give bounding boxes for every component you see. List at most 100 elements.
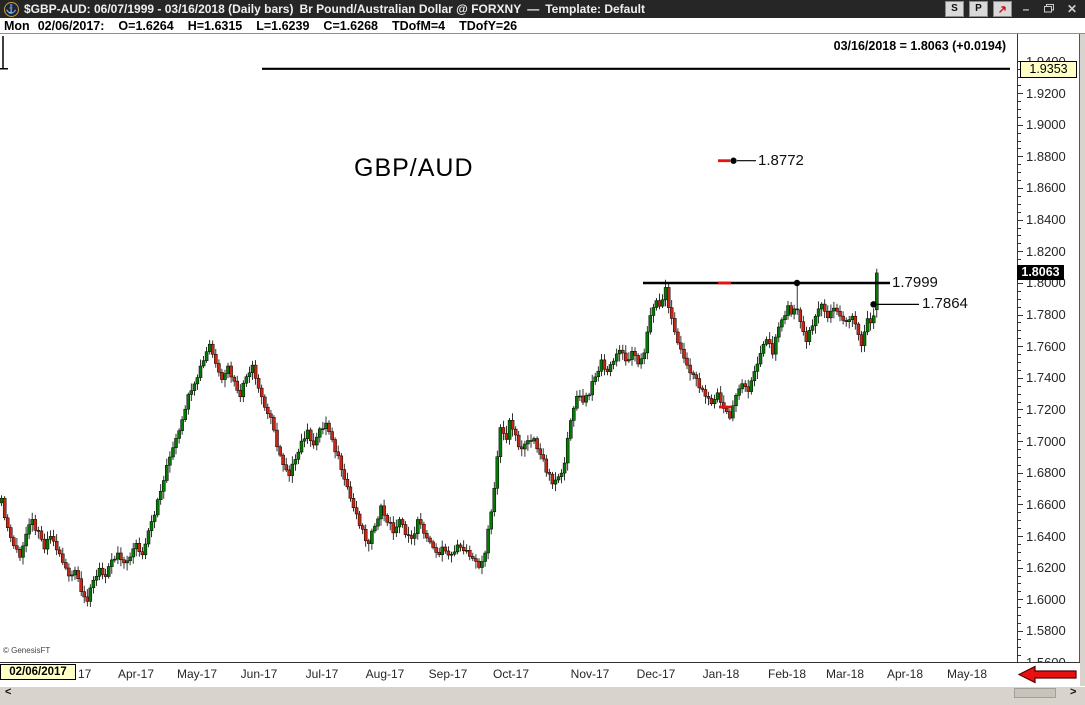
title-bar[interactable]: ⚓ $GBP-AUD: 06/07/1999 - 03/16/2018 (Dai…: [0, 0, 1085, 18]
candle-body: [183, 408, 187, 420]
candle-body: [428, 537, 432, 543]
scroll-left-button[interactable]: <: [5, 686, 12, 698]
candle-body: [458, 544, 463, 548]
highlighted-level-box[interactable]: 1.9353: [1020, 61, 1077, 78]
candle-body: [0, 497, 4, 504]
price-minor-tick: [1017, 180, 1021, 181]
sell-button[interactable]: S: [945, 1, 964, 17]
candle-body: [663, 287, 668, 301]
candle-body: [523, 443, 527, 450]
scrollbar-thumb[interactable]: [1014, 688, 1056, 698]
candle-body: [284, 464, 288, 471]
candle-body: [305, 429, 310, 439]
candle-body: [165, 465, 169, 481]
price-major-tick: [1017, 314, 1023, 316]
candle-body: [468, 550, 472, 557]
price-axis-label: 1.5800: [1026, 623, 1066, 639]
candle-body: [550, 473, 555, 485]
price-major-tick: [1017, 504, 1023, 506]
candle-body: [385, 514, 389, 523]
candle-body: [210, 343, 215, 355]
candle-body: [376, 518, 380, 527]
start-date-box: 02/06/2017: [0, 664, 76, 680]
candle-body: [804, 331, 809, 342]
minimize-button[interactable]: –: [1022, 2, 1030, 16]
level-label-1-7999[interactable]: 1.7999: [892, 274, 938, 291]
candle-body: [330, 431, 334, 440]
candle-body: [679, 342, 683, 350]
price-axis-label: 1.7000: [1026, 433, 1066, 449]
horizontal-scrollbar[interactable]: < >: [0, 686, 1085, 699]
candle-body: [373, 525, 377, 532]
price-major-tick: [1017, 599, 1023, 601]
price-dot-marker[interactable]: [730, 157, 737, 164]
candlestick-plot[interactable]: [0, 34, 1017, 662]
restore-button[interactable]: [1040, 2, 1058, 16]
partial-month-label: 17: [78, 667, 92, 681]
candle-body: [217, 363, 221, 373]
price-dot-marker[interactable]: [793, 279, 801, 287]
price-axis-label: 1.6400: [1026, 528, 1066, 544]
candle-body: [740, 383, 744, 390]
month-label-jul-17: Jul-17: [305, 667, 339, 681]
candle-body: [113, 558, 117, 561]
candle-body: [605, 368, 610, 372]
scroll-right-button[interactable]: >: [1070, 686, 1077, 698]
price-major-tick: [1017, 409, 1023, 411]
candle-body: [639, 358, 643, 365]
candle-body: [464, 550, 469, 552]
candle-body: [94, 575, 99, 581]
close-button[interactable]: ✕: [1066, 2, 1078, 16]
level-label-1-7864[interactable]: 1.7864: [922, 295, 968, 312]
price-axis[interactable]: 1.94001.92001.90001.88001.86001.84001.82…: [1017, 34, 1080, 674]
window-edge-right: [1080, 34, 1085, 705]
template-label: Template: Default: [545, 2, 646, 16]
candle-body: [547, 471, 552, 475]
buy-button[interactable]: P: [969, 1, 988, 17]
candle-body: [15, 545, 19, 550]
candle-body: [562, 462, 567, 474]
month-label-may-17: May-17: [176, 667, 218, 681]
candle-body: [67, 567, 71, 577]
candle-body: [195, 377, 200, 385]
price-major-tick: [1017, 346, 1023, 348]
candle-body: [492, 488, 497, 513]
month-label-dec-17: Dec-17: [636, 667, 676, 681]
candle-body: [321, 428, 325, 430]
candle-body: [379, 505, 383, 520]
candle-body: [360, 525, 365, 530]
candle-body: [174, 438, 178, 448]
price-minor-tick: [1017, 195, 1021, 197]
candle-body: [168, 456, 172, 466]
price-minor-tick: [1017, 148, 1021, 150]
candle-body: [232, 376, 236, 382]
chart-plot-area[interactable]: 03/16/2018 = 1.8063 (+0.0194) GBP/AUD 1.…: [0, 34, 1017, 662]
price-minor-tick: [1017, 243, 1021, 245]
price-axis-label: 1.8400: [1026, 212, 1066, 228]
candle-body: [85, 596, 90, 602]
candle-body: [275, 429, 279, 448]
price-axis-label: 1.7600: [1026, 338, 1066, 354]
candle-body: [106, 566, 111, 577]
price-axis-label: 1.7800: [1026, 307, 1066, 322]
popout-button[interactable]: [993, 1, 1012, 17]
candle-body: [495, 456, 500, 489]
month-label-nov-17: Nov-17: [570, 667, 610, 681]
candle-body: [645, 331, 650, 354]
date-axis[interactable]: 02/06/2017 17 Apr-17 May-17 Jun-17 Jul-17 Au…: [0, 662, 1080, 686]
candle-body: [538, 448, 542, 455]
candle-body: [777, 326, 781, 338]
candle-body: [9, 527, 13, 538]
price-dot-marker[interactable]: [870, 301, 877, 308]
candle-body: [749, 380, 754, 392]
candle-body: [79, 578, 83, 592]
candle-body: [789, 305, 793, 315]
candle-body: [758, 353, 763, 365]
candle-body: [728, 411, 732, 419]
candle-body: [556, 476, 561, 481]
candle-body: [416, 519, 420, 534]
level-label-1-8772[interactable]: 1.8772: [758, 152, 804, 169]
month-label-oct-17: Oct-17: [492, 667, 530, 681]
candle-body: [856, 323, 861, 335]
candle-body: [272, 417, 276, 431]
